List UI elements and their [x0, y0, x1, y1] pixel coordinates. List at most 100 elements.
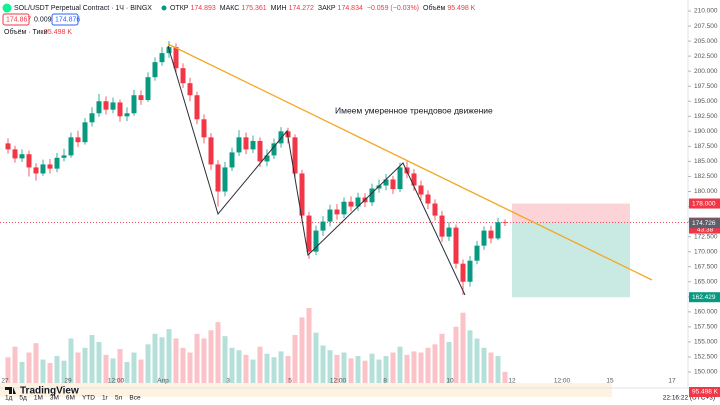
- volume-bar: [152, 333, 158, 383]
- volume-bar: [313, 332, 319, 383]
- volume-bar: [229, 347, 235, 383]
- volume-bar: [446, 341, 452, 383]
- candle-body: [33, 167, 39, 174]
- symbol-icon: [2, 3, 12, 13]
- volume-axis-label: 95.498 K: [692, 389, 719, 396]
- y-tick-label: 182.500: [694, 173, 718, 180]
- range-button[interactable]: Все: [129, 395, 141, 402]
- x-tick-label: 15: [606, 378, 614, 385]
- candle-body: [110, 102, 116, 110]
- buy-button[interactable]: [51, 13, 79, 26]
- volume-bar: [5, 357, 11, 383]
- target-label: 162.429: [692, 294, 716, 301]
- x-tick-label: 17: [668, 378, 676, 385]
- sell-button[interactable]: [2, 13, 30, 26]
- y-tick-label: 165.000: [694, 278, 718, 285]
- volume-bar: [327, 350, 333, 383]
- range-button[interactable]: YTD: [82, 395, 95, 402]
- candle-body: [327, 209, 333, 222]
- volume-bar: [103, 354, 109, 383]
- volume-bar: [453, 326, 459, 383]
- candle-body: [369, 188, 375, 203]
- zigzag-drawing: [167, 45, 466, 296]
- volume-bar: [110, 358, 116, 383]
- candle-body: [271, 143, 277, 156]
- indicator-value: 95.498 K: [44, 29, 72, 36]
- y-tick-label: 207.500: [694, 23, 718, 30]
- candle-body: [320, 221, 326, 231]
- volume-bar: [467, 330, 473, 383]
- candle-body: [26, 154, 32, 168]
- x-tick-label: 27: [1, 378, 9, 385]
- candle-body: [397, 167, 403, 190]
- candle-body: [12, 149, 18, 159]
- volume-bar: [180, 347, 186, 383]
- candle-body: [418, 185, 424, 195]
- range-button[interactable]: 5д: [19, 395, 27, 402]
- range-button[interactable]: 1г: [102, 395, 109, 402]
- volume-bar: [271, 357, 277, 383]
- volume-bar: [138, 359, 144, 383]
- y-tick-label: 180.000: [694, 188, 718, 195]
- volume-bar: [166, 329, 172, 383]
- volume-bar: [222, 336, 228, 383]
- volume-bar: [278, 351, 284, 383]
- x-tick-label: 29: [64, 378, 72, 385]
- volume-bar: [250, 359, 256, 383]
- volume-bar: [40, 359, 46, 383]
- stop-label-bg: [689, 198, 720, 209]
- volume-bar: [75, 352, 81, 383]
- volume-bar: [320, 345, 326, 383]
- candle-body: [47, 164, 53, 169]
- volume-bar: [397, 346, 403, 383]
- x-tick-label: 3: [226, 378, 230, 385]
- candle-body: [75, 137, 81, 143]
- candle-body: [446, 227, 452, 237]
- range-button[interactable]: 1М: [34, 395, 43, 402]
- volume-bar: [495, 356, 501, 383]
- toolbar: 1д 5д 1М 3М 6М YTD 1г 5л Все: [5, 395, 141, 402]
- volume-bar: [61, 360, 67, 383]
- candle-body: [19, 154, 25, 159]
- candle-body: [453, 227, 459, 264]
- range-button[interactable]: 1д: [5, 395, 13, 402]
- x-tick-label: 12: [508, 378, 516, 385]
- volume-bar: [96, 341, 102, 383]
- sell-price[interactable]: 174.867: [6, 16, 31, 23]
- candle-body: [138, 95, 144, 101]
- volume-bar: [432, 344, 438, 383]
- candle-body: [180, 68, 186, 84]
- y-tick-label: 185.000: [694, 158, 718, 165]
- status-dot: [161, 5, 167, 11]
- candle-body: [334, 209, 340, 215]
- volume-bar: [264, 353, 270, 383]
- candle-body: [481, 230, 487, 246]
- target-zone: [512, 222, 630, 298]
- candle-body: [467, 260, 473, 282]
- range-button[interactable]: 6М: [66, 395, 75, 402]
- volume-bar: [299, 317, 305, 383]
- y-tick-label: 210.000: [694, 8, 718, 15]
- volume-bar: [334, 354, 340, 383]
- x-tick-label: 8: [383, 378, 387, 385]
- candle-body: [292, 137, 298, 174]
- volume-bar: [460, 312, 466, 383]
- candle-body: [159, 53, 165, 63]
- volume-bar: [82, 347, 88, 383]
- volume-bar: [159, 337, 165, 383]
- volume-bar: [26, 352, 32, 383]
- range-button[interactable]: 5л: [115, 395, 123, 402]
- candle-body: [194, 95, 200, 120]
- ohlc-value: 174.272: [289, 5, 314, 12]
- y-tick-label: 155.000: [694, 339, 718, 346]
- candle-body: [208, 137, 214, 165]
- x-tick-label: 5: [288, 378, 292, 385]
- candle-body: [145, 77, 151, 101]
- candle-body: [411, 173, 417, 186]
- candle-body: [173, 47, 179, 69]
- range-button[interactable]: 3М: [50, 395, 59, 402]
- candle-body: [124, 113, 130, 117]
- buy-price[interactable]: 174.876: [55, 16, 80, 23]
- candle-body: [40, 164, 46, 174]
- y-tick-label: 205.000: [694, 38, 718, 45]
